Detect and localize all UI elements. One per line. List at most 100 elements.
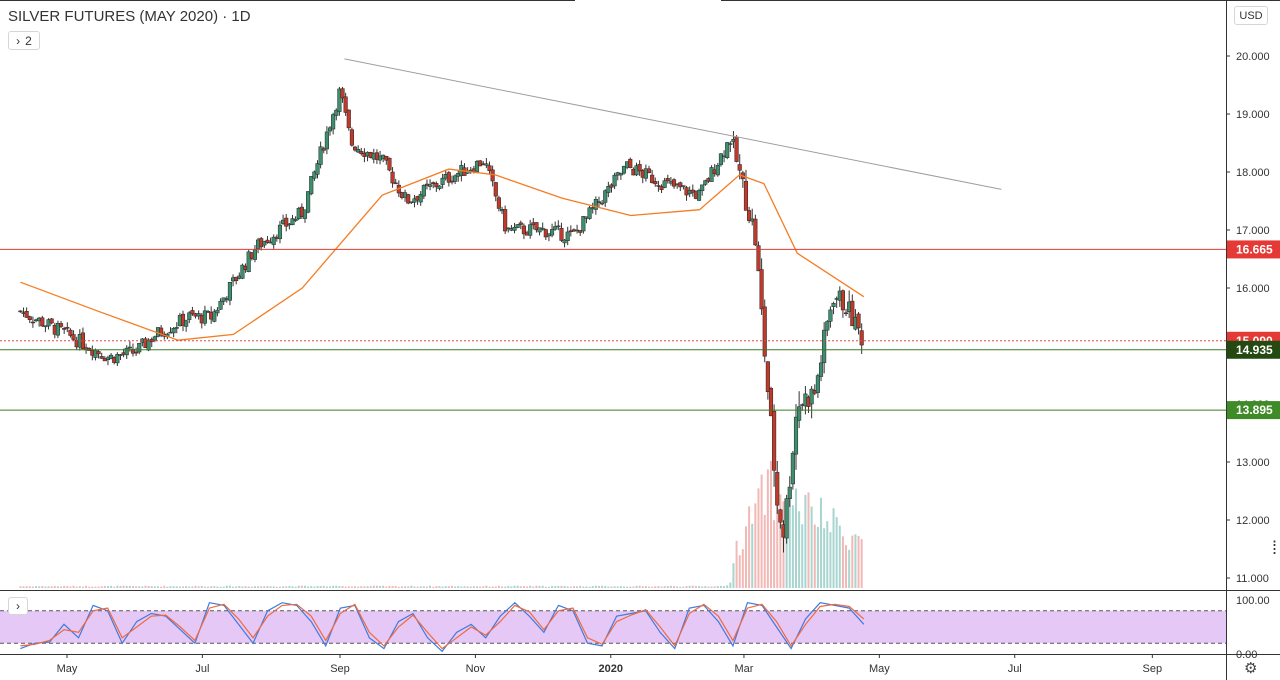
candle-body [315, 163, 320, 175]
volume-bar [854, 534, 857, 588]
candle-body [646, 168, 652, 174]
candle-body [265, 239, 270, 243]
volume-bar [269, 586, 272, 588]
oscillator-toggle-button[interactable]: › [8, 597, 28, 615]
settings-gear-icon[interactable]: ⚙ [1244, 660, 1258, 677]
volume-bar [632, 586, 635, 588]
candle-body [302, 209, 308, 219]
volume-bar [688, 585, 691, 588]
volume-bar [169, 586, 172, 588]
candle-body [725, 142, 730, 158]
candle-body [393, 182, 398, 185]
candle-body [559, 227, 564, 241]
candle-body [718, 153, 723, 165]
candle-body [496, 197, 501, 209]
volume-bar [816, 526, 819, 588]
toolbar-gap [575, 0, 721, 2]
volume-bar [798, 511, 801, 588]
volume-bar [241, 586, 244, 588]
volume-bar [648, 586, 651, 588]
volume-bar [213, 586, 216, 588]
candle-body [759, 269, 764, 310]
volume-bar [779, 494, 782, 588]
volume-bar [488, 586, 491, 588]
volume-bar [31, 586, 34, 588]
candle-body [124, 347, 129, 356]
candle-body [134, 351, 139, 354]
volume-bar [707, 586, 710, 588]
volume-bar [91, 586, 94, 588]
candle-body [512, 226, 517, 231]
candle-body [612, 174, 617, 187]
volume-bar [335, 585, 338, 588]
cursor-icon: ⁞ [1272, 538, 1278, 558]
volume-bar [541, 585, 544, 588]
candle-body [628, 158, 633, 168]
volume-bar [663, 586, 666, 588]
candle-body [650, 174, 655, 183]
trendline [344, 58, 1002, 190]
volume-bar [125, 585, 128, 588]
volume-bar [272, 586, 275, 588]
level-label: 14.935 [1236, 343, 1273, 357]
volume-bar [163, 585, 166, 588]
volume-bar [848, 549, 851, 588]
candle-body [787, 486, 792, 499]
volume-bar [723, 586, 726, 588]
candle-body [43, 325, 48, 328]
indicators-toggle-button[interactable]: › 2 [8, 31, 40, 50]
candle-body [790, 452, 795, 485]
volume-bar [829, 532, 832, 588]
volume-bar [801, 524, 804, 588]
volume-bar [698, 586, 701, 588]
candle-body [534, 222, 539, 231]
candle-body [55, 322, 60, 336]
volume-bar [447, 586, 450, 588]
volume-bar [85, 585, 88, 588]
candle-body [478, 160, 483, 167]
volume-bar [41, 585, 44, 588]
volume-bar [407, 586, 410, 588]
candle-body [68, 329, 73, 336]
volume-bar [138, 586, 141, 588]
candle-body [818, 362, 824, 377]
currency-button[interactable]: USD [1234, 6, 1268, 25]
time-tick-label: May [869, 663, 890, 675]
volume-bar [472, 586, 475, 588]
volume-bar [307, 586, 310, 588]
volume-bar [194, 585, 197, 588]
volume-bar [72, 585, 75, 588]
candle-body [205, 311, 211, 313]
volume-bar [766, 469, 769, 588]
volume-bar [388, 585, 391, 588]
candle-body [290, 218, 295, 225]
volume-bar [529, 585, 532, 588]
volume-bar [322, 585, 325, 588]
candle-body [600, 202, 605, 205]
candle-body [412, 198, 417, 203]
volume-bar [354, 586, 357, 588]
volume-bar [732, 563, 735, 588]
volume-bar [166, 586, 169, 588]
volume-bar [341, 585, 344, 588]
volume-bar [450, 585, 453, 588]
volume-bar [638, 585, 641, 588]
candle-body [603, 190, 608, 203]
candle-body [318, 146, 323, 165]
volume-bar [841, 536, 844, 588]
volume-bar [419, 586, 422, 588]
volume-bar [547, 586, 550, 588]
candle-body [27, 316, 32, 320]
volume-bar [238, 586, 241, 588]
volume-bar [50, 586, 53, 588]
volume-bar [19, 586, 22, 588]
volume-bar [791, 505, 794, 588]
candle-body [337, 88, 342, 112]
candle-body [137, 342, 142, 353]
volume-bar [710, 586, 713, 588]
volume-bar [469, 586, 472, 588]
volume-bar [78, 586, 81, 588]
volume-bar [685, 586, 688, 588]
candle-body [187, 312, 192, 320]
